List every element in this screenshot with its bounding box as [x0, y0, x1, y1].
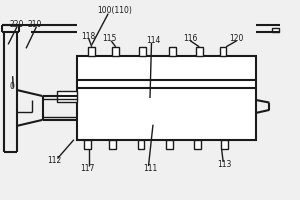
Text: 117: 117 — [80, 164, 94, 173]
Text: 112: 112 — [47, 156, 61, 165]
Text: 0: 0 — [10, 82, 14, 91]
Text: 115: 115 — [103, 34, 117, 43]
Text: 111: 111 — [143, 164, 157, 173]
Bar — [272, 28, 279, 32]
Text: 210: 210 — [28, 20, 42, 29]
Bar — [84, 140, 91, 149]
Text: 116: 116 — [183, 34, 197, 43]
Text: 100(110): 100(110) — [97, 6, 132, 15]
Text: 120: 120 — [230, 34, 244, 43]
Bar — [166, 140, 173, 149]
Text: 113: 113 — [218, 160, 232, 169]
Bar — [112, 47, 119, 56]
Bar — [77, 56, 256, 140]
Text: 220: 220 — [10, 20, 24, 29]
Bar — [138, 140, 144, 149]
Bar — [110, 140, 116, 149]
Bar — [139, 47, 146, 56]
Bar — [194, 140, 201, 149]
Bar — [57, 91, 77, 102]
Bar — [88, 47, 95, 56]
Bar — [221, 140, 228, 149]
Text: 114: 114 — [146, 36, 160, 45]
Text: 118: 118 — [82, 32, 96, 41]
Bar — [196, 47, 202, 56]
Bar — [169, 47, 176, 56]
Bar — [220, 47, 226, 56]
